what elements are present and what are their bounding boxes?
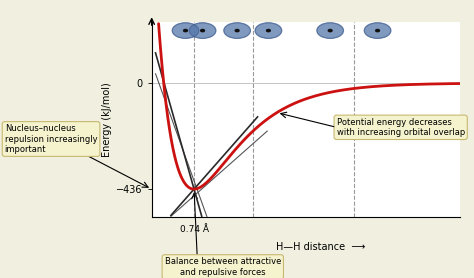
Text: Potential energy decreases
with increasing orbital overlap: Potential energy decreases with increasi… xyxy=(337,118,465,137)
Text: Nucleus–nucleus
repulsion increasingly
important: Nucleus–nucleus repulsion increasingly i… xyxy=(5,124,97,154)
Text: 0.74 Å: 0.74 Å xyxy=(180,225,209,234)
Text: H—H distance  ⟶: H—H distance ⟶ xyxy=(276,242,366,252)
Y-axis label: Energy (kJ/mol): Energy (kJ/mol) xyxy=(102,82,112,157)
Text: Balance between attractive
and repulsive forces: Balance between attractive and repulsive… xyxy=(164,257,281,277)
